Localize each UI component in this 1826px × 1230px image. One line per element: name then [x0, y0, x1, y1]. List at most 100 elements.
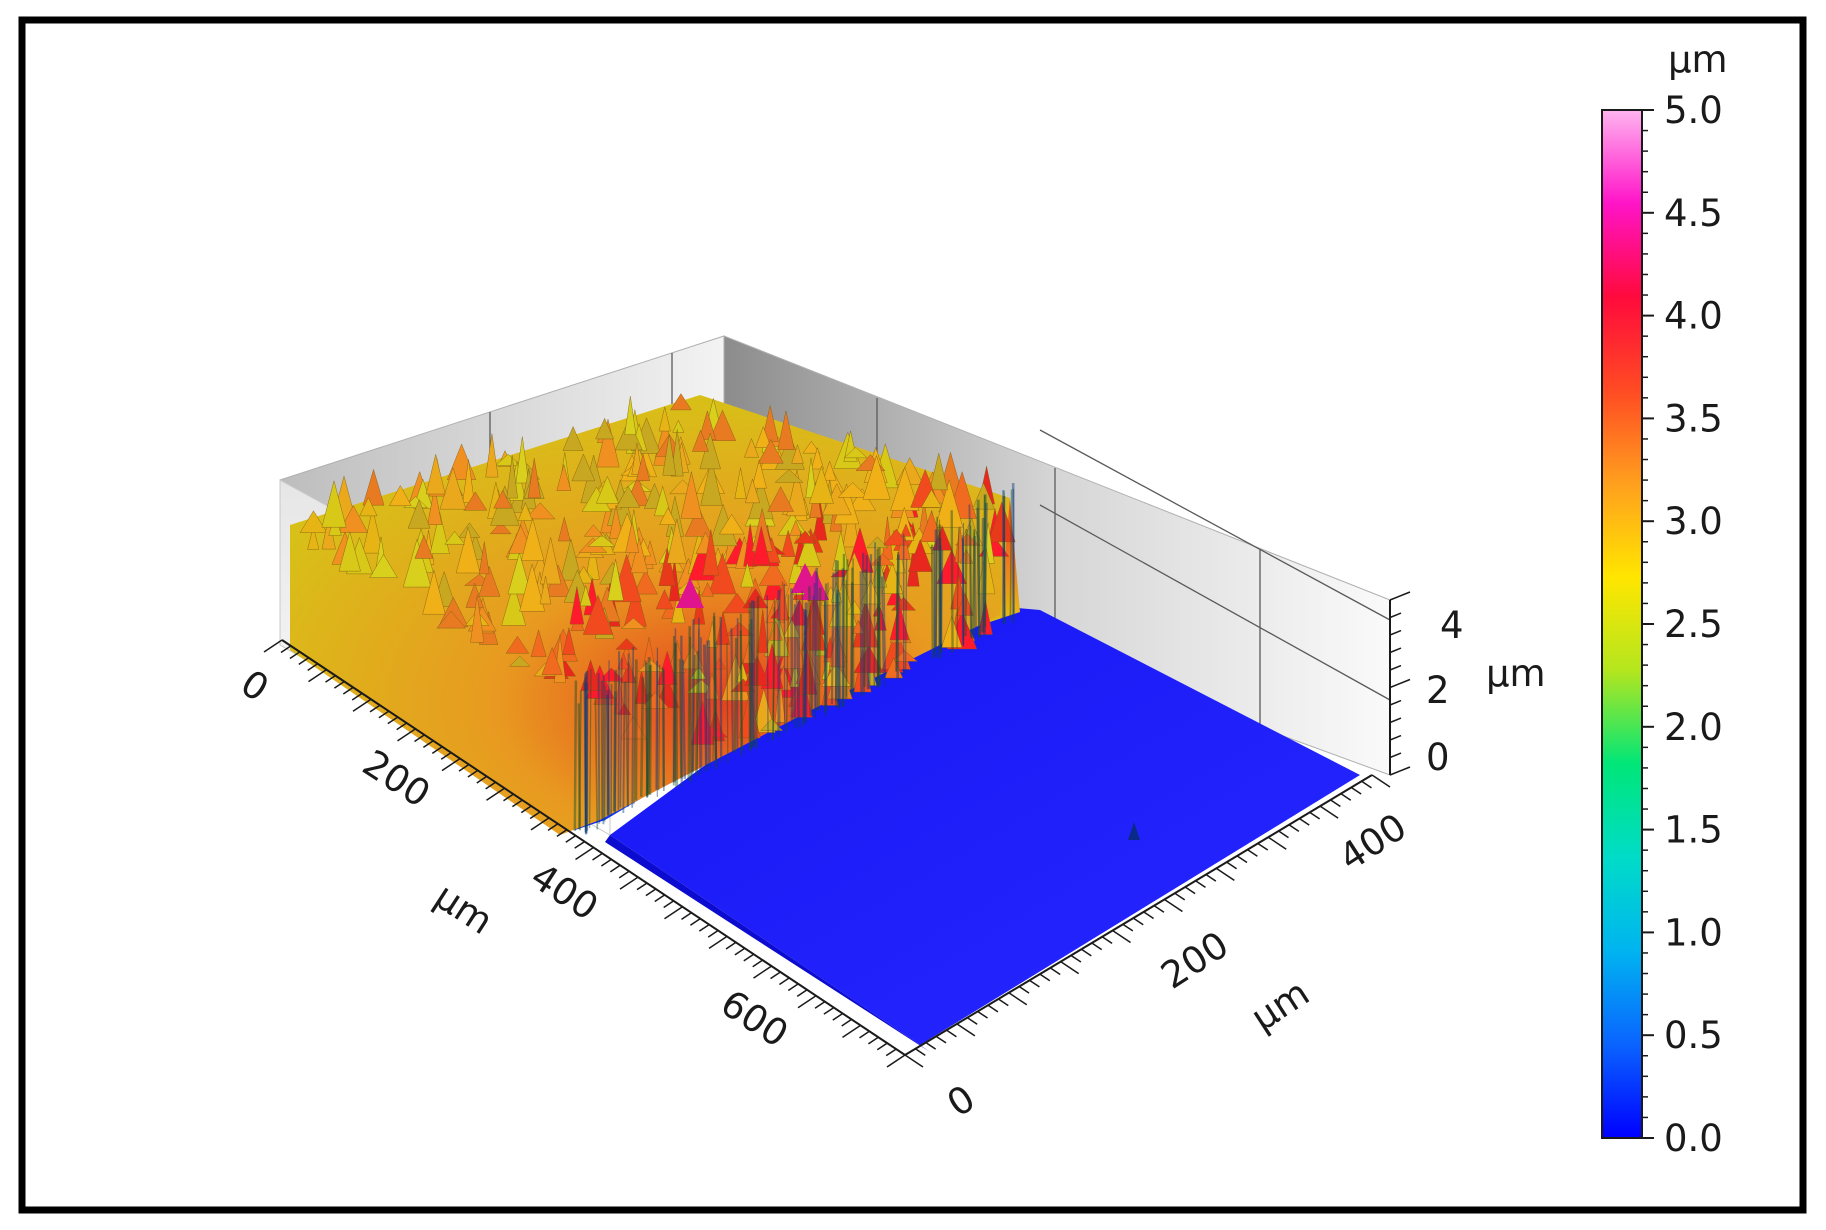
- x-axis-tick: [325, 674, 336, 683]
- x-axis-tick: [797, 995, 817, 1009]
- z-axis-tick: [1389, 699, 1402, 706]
- x-axis-tick: [511, 799, 523, 808]
- roughness-peak: [668, 639, 687, 673]
- y-axis-tick: [1309, 811, 1321, 820]
- x-axis-tick: [351, 692, 363, 701]
- step-spike: [639, 677, 645, 797]
- y-axis-tick: [1267, 836, 1287, 850]
- y-axis-tick: [1070, 954, 1082, 963]
- roughness-peak: [501, 582, 526, 626]
- step-spike: [691, 618, 695, 777]
- colorbar-tick-label: 4.5: [1664, 192, 1723, 235]
- roughness-peak: [506, 455, 518, 499]
- roughness-peak: [724, 622, 755, 636]
- roughness-peak: [439, 467, 467, 510]
- step-spike: [594, 697, 599, 830]
- x-axis-tick: [842, 1024, 861, 1038]
- colorbar-tick-label: 5.0: [1664, 89, 1723, 132]
- z-axis-tick: [1389, 734, 1402, 741]
- step-spike: [739, 630, 743, 756]
- roughness-peak: [900, 523, 912, 537]
- roughness-peak: [493, 489, 513, 509]
- high-peak: [801, 570, 829, 600]
- roughness-peak: [620, 617, 647, 629]
- roughness-peak: [637, 659, 665, 672]
- z-axis-tick: [1389, 664, 1402, 671]
- x-axis-tick: [636, 882, 648, 891]
- step-spike: [795, 592, 799, 729]
- roughness-peak: [783, 618, 801, 638]
- floor-defect: [1128, 822, 1140, 840]
- step-spike: [950, 510, 954, 653]
- colorbar: µm 0.0 0.5 1.0 1.5 2.0 2.5 3.0 3.5 4.0 4.5 5.0: [1601, 38, 1728, 1160]
- roughness-peak: [541, 646, 563, 675]
- roughness-peak: [654, 485, 672, 517]
- step-spike: [933, 529, 938, 657]
- x-axis-tick: [520, 805, 532, 814]
- x-axis-tick: [342, 686, 354, 695]
- step-spike: [983, 495, 987, 628]
- roughness-peak: [485, 433, 499, 478]
- roughness-peak: [587, 534, 616, 547]
- step-spike: [876, 561, 882, 686]
- x-axis-tick: [681, 912, 692, 920]
- roughness-peak: [786, 470, 808, 517]
- step-spike: [695, 651, 700, 774]
- roughness-peak: [837, 482, 868, 498]
- x-axis-tick: [503, 793, 514, 802]
- x-axis-tick: [547, 823, 559, 832]
- x-axis-tick: [397, 728, 416, 742]
- step-spike: [687, 626, 691, 781]
- step-spike: [802, 602, 808, 722]
- roughness-peak: [427, 486, 442, 525]
- step-spike: [865, 555, 869, 690]
- y-axis-tick: [1361, 780, 1372, 789]
- step-spike: [880, 576, 886, 679]
- step-spike: [867, 554, 873, 690]
- step-spike: [817, 587, 822, 711]
- colorbar-tick-label: 3.0: [1664, 500, 1723, 543]
- roughness-peak: [742, 588, 769, 609]
- roughness-peak: [796, 646, 818, 695]
- roughness-peak: [630, 538, 649, 574]
- roughness-peak: [362, 468, 385, 506]
- colorbar-tick-label: 4.0: [1664, 295, 1723, 338]
- roughness-peak: [596, 419, 620, 468]
- step-spike: [852, 558, 855, 696]
- roughness-peak: [832, 531, 850, 571]
- roughness-peak: [713, 658, 726, 670]
- roughness-peak: [658, 406, 671, 432]
- roughness-peak: [851, 619, 865, 634]
- roughness-peak: [579, 584, 592, 607]
- step-spike: [703, 644, 708, 772]
- y-axis-tick: [1132, 917, 1144, 926]
- roughness-peak: [744, 478, 760, 504]
- roughness-peak: [672, 419, 685, 433]
- roughness-peak: [907, 538, 933, 572]
- x-axis-tick: [352, 698, 372, 712]
- colorbar-tick-label: 0.5: [1664, 1014, 1723, 1057]
- roughness-peak: [931, 525, 953, 551]
- step-spike: [823, 601, 826, 716]
- x-axis-tick: [618, 870, 630, 879]
- step-spike: [712, 639, 716, 761]
- x-axis-tick: [832, 1012, 844, 1021]
- x-axis-tick: [645, 888, 657, 897]
- step-spike: [825, 582, 829, 710]
- roughness-peak: [615, 419, 643, 451]
- roughness-peak: [299, 510, 328, 533]
- y-axis-tick: [1091, 942, 1103, 951]
- step-spike: [904, 559, 908, 675]
- roughness-peak: [853, 645, 884, 674]
- roughness-peak: [524, 502, 556, 520]
- step-spike: [824, 583, 827, 712]
- roughness-peak: [752, 526, 771, 566]
- roughness-peak: [684, 506, 712, 537]
- colorbar-tick-label: 0.0: [1664, 1117, 1723, 1160]
- roughness-peak: [702, 529, 720, 576]
- roughness-peak: [793, 530, 817, 544]
- roughness-peak: [625, 521, 640, 553]
- roughness-peak: [777, 410, 795, 450]
- step-spike: [830, 572, 835, 705]
